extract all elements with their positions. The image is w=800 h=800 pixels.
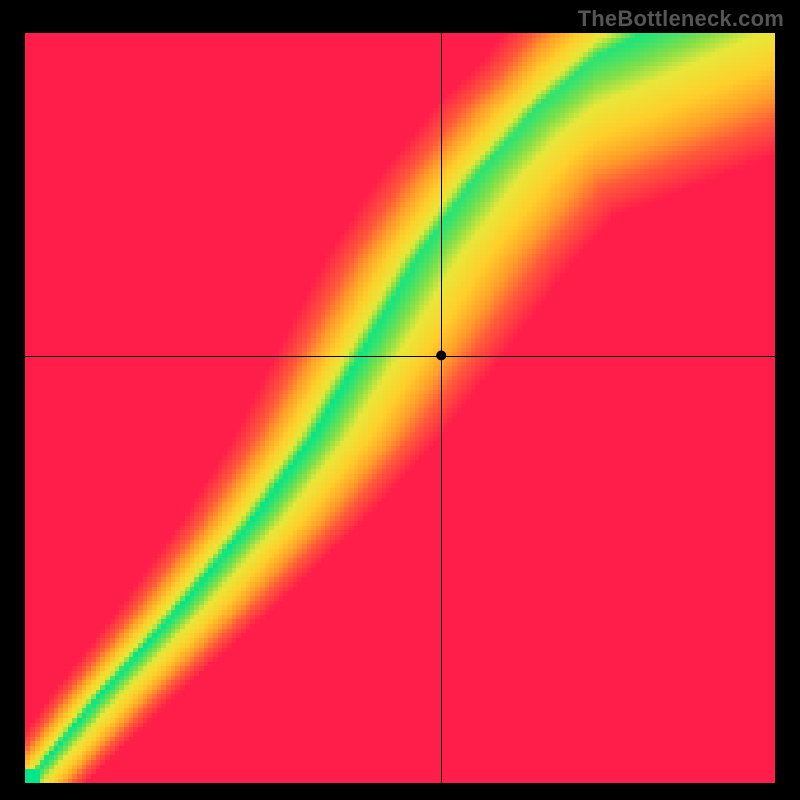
heatmap-canvas xyxy=(25,33,775,783)
chart-container: TheBottleneck.com xyxy=(0,0,800,800)
watermark-text: TheBottleneck.com xyxy=(578,6,784,32)
